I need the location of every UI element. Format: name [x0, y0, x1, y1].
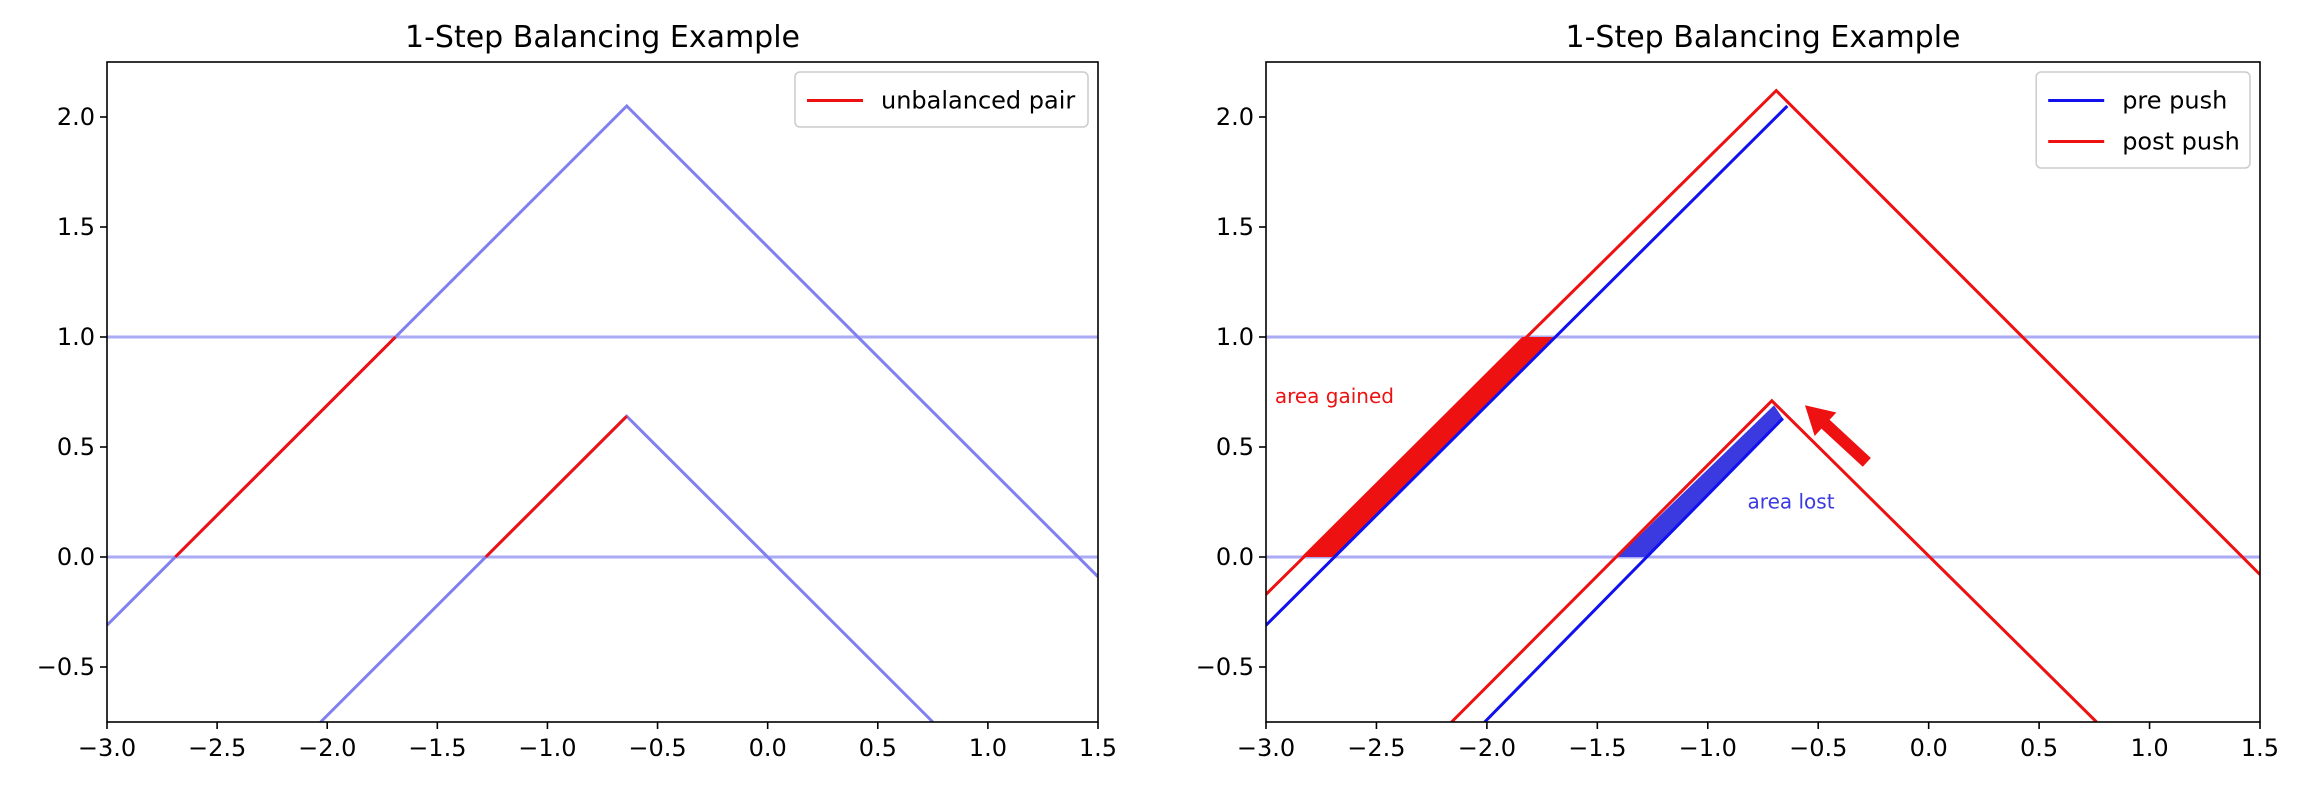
annotation-0: area gained: [1275, 384, 1394, 408]
chart-left: 1-Step Balancing Example −3.0 −2.5 −2.0 −1.5…: [37, 20, 1117, 762]
series-line-2: [174, 335, 397, 559]
x-tick-label: −1.5: [408, 734, 466, 762]
y-tick-label: 2.0: [1216, 103, 1254, 131]
y-tick-label: 0.0: [1216, 543, 1254, 571]
x-tick-label: −3.0: [1237, 734, 1295, 762]
x-tick-label: 0.5: [2020, 734, 2058, 762]
x-tick-label: 0.5: [859, 734, 897, 762]
y-tick-label: 1.5: [1216, 213, 1254, 241]
y-tick-label: 1.0: [57, 323, 95, 351]
x-tick-label: −0.5: [628, 734, 686, 762]
x-tick-label: −1.5: [1568, 734, 1626, 762]
x-tick-label: −2.5: [1347, 734, 1405, 762]
chart-title: 1-Step Balancing Example: [405, 20, 800, 55]
axes-frame: [106, 61, 1099, 723]
y-tick-label: 0.5: [57, 433, 95, 461]
filled-area-0: [1301, 337, 1556, 557]
y-tick-label: 0.5: [1216, 433, 1254, 461]
x-tick-label: −0.5: [1789, 734, 1847, 762]
chart-right: 1-Step Balancing Example area gained area …: [1196, 20, 2279, 762]
series-line-1: [1483, 417, 1784, 722]
series-line-0: [1266, 104, 1789, 627]
series-line-3: [1450, 398, 2098, 722]
series-line-3: [484, 415, 628, 559]
x-tick-label: 0.0: [749, 734, 787, 762]
y-tick-label: 1.5: [57, 213, 95, 241]
chart-title: 1-Step Balancing Example: [1565, 20, 1960, 55]
x-tick-label: −1.0: [518, 734, 576, 762]
y-tick-label: 0.0: [57, 543, 95, 571]
y-tick-label: 1.0: [1216, 323, 1254, 351]
legend: pre push post push: [2035, 71, 2251, 169]
legend-label: pre push: [2122, 87, 2227, 115]
y-tick-label: 2.0: [57, 103, 95, 131]
y-tick-label: −0.5: [1196, 653, 1254, 681]
plot-area: [1266, 88, 2260, 722]
axes-frame: [1265, 61, 2261, 723]
series-line-2: [1266, 88, 2260, 596]
legend-box: [794, 71, 1089, 128]
series-line-0: [107, 103, 1098, 627]
x-tick-label: 1.5: [1079, 734, 1117, 762]
plot-area: [107, 103, 1098, 722]
legend-label: unbalanced pair: [881, 87, 1075, 115]
annotation-1: area lost: [1748, 490, 1835, 514]
x-tick-label: −2.0: [1458, 734, 1516, 762]
x-tick-label: −2.5: [188, 734, 246, 762]
x-tick-label: −2.0: [298, 734, 356, 762]
x-tick-label: 1.5: [2241, 734, 2279, 762]
series-line-1: [319, 414, 934, 722]
x-tick-label: −3.0: [78, 734, 136, 762]
x-tick-label: 1.0: [969, 734, 1007, 762]
legend-label: post push: [2122, 128, 2240, 156]
legend-box: [2035, 71, 2251, 169]
filled-area-1: [1617, 405, 1783, 557]
x-tick-label: 0.0: [1910, 734, 1948, 762]
legend: unbalanced pair: [794, 71, 1089, 128]
push-arrow: [1804, 405, 1871, 467]
x-tick-label: 1.0: [2130, 734, 2168, 762]
y-tick-label: −0.5: [37, 653, 95, 681]
x-tick-label: −1.0: [1679, 734, 1737, 762]
